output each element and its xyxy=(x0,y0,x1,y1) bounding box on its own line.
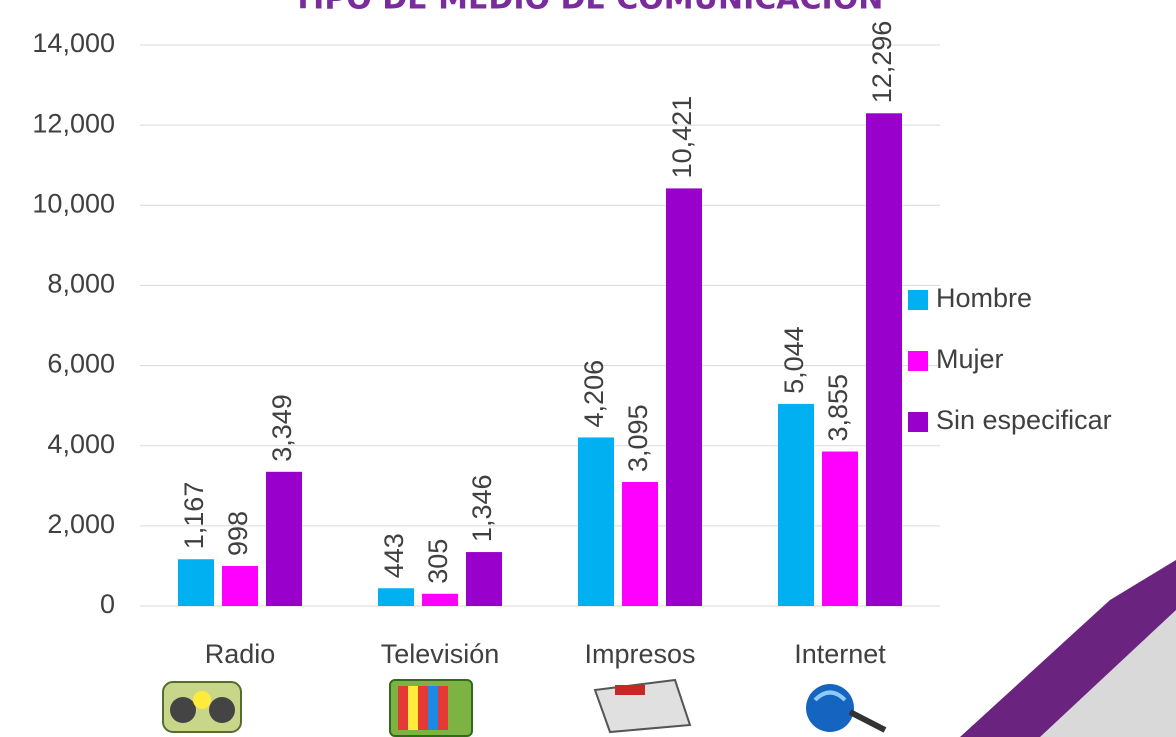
x-tick-label: Televisión xyxy=(381,639,500,669)
legend-label: Mujer xyxy=(936,344,1004,374)
data-label: 305 xyxy=(423,539,453,584)
data-label: 4,206 xyxy=(579,360,609,428)
bar xyxy=(222,566,258,606)
data-label: 1,346 xyxy=(467,474,497,542)
data-label: 5,044 xyxy=(779,326,809,394)
bar xyxy=(866,113,902,607)
chart-title: TIPO DE MEDIO DE COMUNICACIÓN xyxy=(293,0,884,17)
y-tick-label: 14,000 xyxy=(32,28,115,58)
bar xyxy=(422,593,458,606)
data-label: 998 xyxy=(223,511,253,556)
y-tick-label: 2,000 xyxy=(47,509,115,539)
y-tick-label: 4,000 xyxy=(47,429,115,459)
decoration xyxy=(1040,610,1176,737)
bar xyxy=(666,188,702,606)
y-tick-label: 6,000 xyxy=(47,349,115,379)
data-label: 3,095 xyxy=(623,404,653,472)
bar xyxy=(622,481,658,606)
y-tick-label: 10,000 xyxy=(32,188,115,218)
y-tick-label: 8,000 xyxy=(47,269,115,299)
legend-label: Sin especificar xyxy=(936,405,1112,435)
x-tick-label: Impresos xyxy=(584,639,695,669)
legend-swatch xyxy=(908,290,928,310)
bar xyxy=(778,403,814,606)
bar xyxy=(266,471,302,606)
legend-label: Hombre xyxy=(936,283,1032,313)
data-label: 3,349 xyxy=(267,394,297,462)
bar xyxy=(378,588,414,606)
data-label: 443 xyxy=(379,533,409,578)
x-tick-label: Radio xyxy=(205,639,276,669)
bar xyxy=(822,451,858,606)
bar xyxy=(178,559,214,606)
y-tick-label: 12,000 xyxy=(32,108,115,138)
y-tick-label: 0 xyxy=(100,589,115,619)
bar xyxy=(466,552,502,606)
bar xyxy=(578,437,614,606)
data-label: 1,167 xyxy=(179,482,209,550)
data-label: 10,421 xyxy=(667,96,697,179)
data-label: 12,296 xyxy=(867,21,897,104)
x-tick-label: Internet xyxy=(794,639,886,669)
legend-swatch xyxy=(908,412,928,432)
icons xyxy=(162,678,887,737)
legend-swatch xyxy=(908,351,928,371)
data-label: 3,855 xyxy=(823,374,853,442)
